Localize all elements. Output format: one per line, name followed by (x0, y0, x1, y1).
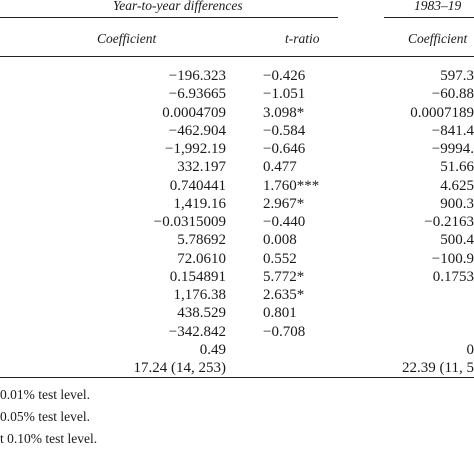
cell-coefficient-2: 0.1753 (433, 270, 474, 285)
cell-coefficient-2: −841.4 (432, 124, 474, 139)
cell-coefficient: 0.154891 (170, 270, 226, 285)
cell-t-ratio: −0.426 (263, 69, 305, 84)
group-rule-2 (384, 17, 474, 18)
footnote-2: 0.05% test level. (0, 410, 90, 424)
cell-t-ratio: −0.708 (263, 325, 305, 340)
cell-t-ratio: −0.440 (263, 215, 305, 230)
cell-coefficient: 1,419.16 (174, 197, 227, 212)
cell-t-ratio: 3.098* (263, 106, 304, 121)
cell-coefficient-2: −9994. (432, 142, 474, 157)
cell-t-ratio: 5.772* (263, 270, 304, 285)
cell-coefficient-2: 0 (467, 343, 474, 358)
cell-coefficient-2: 597.3 (440, 69, 474, 84)
cell-t-ratio: 2.635* (263, 288, 304, 303)
cell-coefficient-2: 500.4 (440, 233, 474, 248)
col-header-coefficient: Coefficient (97, 32, 156, 46)
group-rule-1 (0, 17, 338, 18)
cell-coefficient-2: 4.625 (440, 179, 474, 194)
cell-t-ratio: −0.584 (263, 124, 305, 139)
col-header-coefficient-2: Coefficient (408, 32, 467, 46)
cell-t-ratio: −1.051 (263, 87, 305, 102)
cell-coefficient: 0.49 (200, 343, 226, 358)
cell-coefficient: 438.529 (177, 306, 226, 321)
cell-coefficient: −0.0315009 (154, 215, 226, 230)
cell-coefficient: −196.323 (169, 69, 226, 84)
footnote-3: t 0.10% test level. (0, 432, 97, 446)
cell-coefficient: 17.24 (14, 253) (134, 361, 227, 376)
cell-coefficient-2: −100.9 (432, 252, 474, 267)
cell-coefficient: −462.904 (169, 124, 226, 139)
cell-t-ratio: 0.552 (263, 252, 297, 267)
cell-coefficient: 72.0610 (177, 252, 226, 267)
cell-coefficient: 332.197 (177, 160, 226, 175)
group-title-1983: 1983–19 (414, 0, 461, 13)
cell-coefficient: −6.93665 (169, 87, 226, 102)
cell-t-ratio: 0.477 (263, 160, 297, 175)
cell-t-ratio: −0.646 (263, 142, 305, 157)
bottom-rule (0, 377, 474, 378)
cell-t-ratio: 1.760*** (263, 179, 319, 194)
cell-coefficient: 5.78692 (177, 233, 226, 248)
cell-coefficient-2: −60.88 (432, 87, 474, 102)
cell-coefficient-2: 51.66 (440, 160, 474, 175)
cell-t-ratio: 0.801 (263, 306, 297, 321)
footnote-1: 0.01% test level. (0, 388, 90, 402)
cell-coefficient-2: 0.0007189 (410, 106, 474, 121)
cell-coefficient-2: 22.39 (11, 5 (402, 361, 474, 376)
header-rule (0, 56, 474, 57)
cell-coefficient-2: −0.2163 (424, 215, 474, 230)
cell-t-ratio: 0.008 (263, 233, 297, 248)
cell-t-ratio: 2.967* (263, 197, 304, 212)
cell-coefficient: 1,176.38 (174, 288, 227, 303)
cell-coefficient: 0.740441 (170, 179, 226, 194)
group-title-year-to-year: Year-to-year differences (113, 0, 243, 13)
cell-coefficient: −1,992.19 (165, 142, 226, 157)
col-header-t-ratio: t-ratio (285, 32, 320, 46)
cell-coefficient: 0.0004709 (162, 106, 226, 121)
cell-coefficient: −342.842 (169, 325, 226, 340)
cell-coefficient-2: 900.3 (440, 197, 474, 212)
